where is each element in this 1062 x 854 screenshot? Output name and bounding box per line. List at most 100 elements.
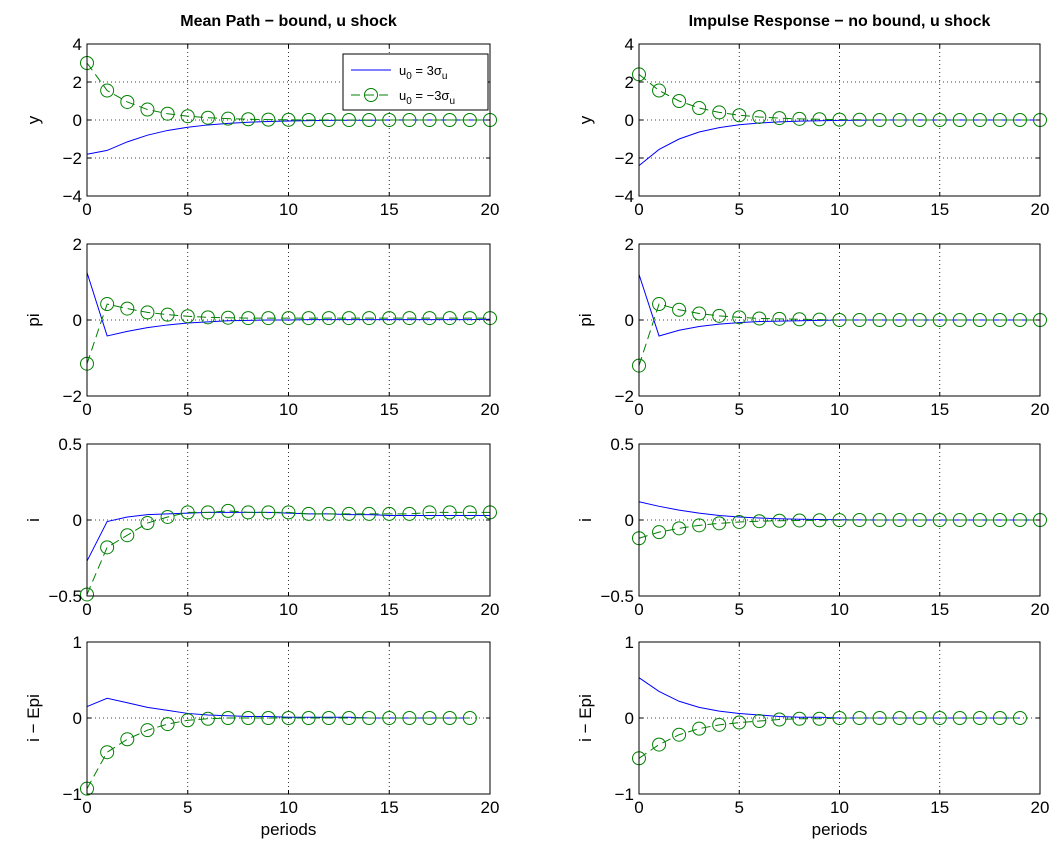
series-1-point bbox=[261, 711, 276, 725]
series-1-point bbox=[732, 715, 747, 730]
series-1-point bbox=[832, 313, 847, 327]
series-1-point bbox=[321, 113, 336, 127]
series-1-point bbox=[932, 513, 947, 527]
y-tick-label: 2 bbox=[625, 73, 634, 92]
x-tick-label: 0 bbox=[82, 400, 91, 419]
x-tick-label: 5 bbox=[735, 600, 744, 619]
x-tick-label: 15 bbox=[380, 600, 399, 619]
y-axis-label: i − Epi bbox=[24, 694, 43, 742]
series-1-point bbox=[180, 505, 195, 520]
series-1-point bbox=[912, 711, 927, 725]
y-tick-label: −4 bbox=[63, 187, 82, 206]
series-1-point bbox=[402, 113, 417, 127]
x-tick-label: 20 bbox=[1031, 798, 1050, 817]
series-1-point bbox=[772, 311, 787, 326]
chart-title: Mean Path − bound, u shock bbox=[180, 13, 397, 30]
series-1-point bbox=[672, 521, 687, 536]
series-1-point bbox=[852, 513, 867, 527]
series-1-point bbox=[872, 711, 887, 725]
series-1-point bbox=[1012, 113, 1027, 127]
series-1-point bbox=[100, 83, 115, 98]
y-tick-label: 1 bbox=[73, 633, 82, 652]
series-1-point bbox=[341, 311, 356, 326]
x-tick-label: 5 bbox=[183, 400, 192, 419]
x-tick-label: 0 bbox=[634, 600, 643, 619]
series-1-point bbox=[992, 711, 1007, 725]
series-1-point bbox=[100, 540, 115, 555]
series-1-point bbox=[140, 102, 155, 117]
y-tick-label: −1 bbox=[63, 785, 82, 804]
legend-subscript: u bbox=[449, 96, 455, 107]
series-1-point bbox=[462, 113, 477, 127]
series-1-point bbox=[422, 113, 437, 127]
series-1-point bbox=[652, 737, 667, 752]
series-1-point bbox=[402, 506, 417, 521]
legend-prefix: u bbox=[399, 63, 406, 78]
series-1-line bbox=[638, 717, 1020, 759]
series-1-point bbox=[422, 711, 437, 725]
series-1-point bbox=[992, 113, 1007, 127]
series-1-point bbox=[382, 311, 397, 326]
series-1-point bbox=[221, 503, 236, 518]
legend-mid: = −3σ bbox=[412, 88, 450, 103]
series-1-point bbox=[792, 111, 807, 126]
series-1-point bbox=[812, 112, 827, 127]
series-1-point bbox=[692, 518, 707, 533]
series-1-point bbox=[732, 108, 747, 123]
y-axis-label: y bbox=[24, 115, 43, 124]
x-tick-label: 10 bbox=[830, 400, 849, 419]
y-tick-label: −2 bbox=[63, 387, 82, 406]
x-tick-label: 15 bbox=[930, 600, 949, 619]
series-0-line bbox=[86, 511, 490, 562]
x-tick-label: 5 bbox=[183, 798, 192, 817]
series-1-point bbox=[402, 711, 417, 725]
series-1-point bbox=[362, 311, 377, 326]
series-1-point bbox=[140, 723, 155, 738]
y-tick-label: 1 bbox=[625, 633, 634, 652]
series-1-point bbox=[912, 513, 927, 527]
y-tick-label: 4 bbox=[625, 35, 634, 54]
series-1-point bbox=[952, 113, 967, 127]
series-1-point bbox=[852, 112, 867, 127]
series-1-point bbox=[221, 711, 236, 725]
y-tick-label: 2 bbox=[73, 235, 82, 254]
x-tick-label: 20 bbox=[481, 798, 500, 817]
series-1-point bbox=[932, 711, 947, 725]
series-1-point bbox=[692, 721, 707, 736]
x-tick-label: 15 bbox=[380, 200, 399, 219]
series-1-point bbox=[462, 311, 477, 326]
x-tick-label: 15 bbox=[930, 200, 949, 219]
series-1-point bbox=[672, 727, 687, 742]
series-1-point bbox=[752, 109, 767, 124]
y-tick-label: 0 bbox=[73, 511, 82, 530]
series-1-point bbox=[281, 505, 296, 520]
x-tick-label: 20 bbox=[1031, 400, 1050, 419]
series-1-point bbox=[120, 732, 135, 747]
series-1-point bbox=[812, 312, 827, 327]
series-1-point bbox=[160, 717, 175, 732]
y-tick-label: −2 bbox=[63, 149, 82, 168]
legend-marker bbox=[364, 88, 378, 102]
series-1-point bbox=[732, 310, 747, 325]
y-tick-label: −0.5 bbox=[600, 587, 634, 606]
series-0-line bbox=[86, 697, 470, 719]
series-1-point bbox=[752, 514, 767, 529]
y-tick-label: 0 bbox=[625, 311, 634, 330]
series-1-point bbox=[952, 513, 967, 527]
series-1-point bbox=[652, 525, 667, 540]
series-1-point bbox=[362, 711, 377, 725]
panel-y-right: 0 5 10 15 20 −4 −2 0 2 4 y Impulse Response − no bo… bbox=[576, 13, 1049, 219]
legend-prefix: u bbox=[399, 88, 406, 103]
series-1-point bbox=[362, 113, 377, 127]
series-1-point bbox=[972, 113, 987, 127]
series-1-line bbox=[86, 510, 490, 595]
panel-y-left: 0 5 10 15 20 −4 −2 0 2 4 y Mean Path − bound, u sho… bbox=[24, 13, 499, 219]
series-1-point bbox=[732, 514, 747, 529]
y-axis-label: i bbox=[576, 518, 595, 522]
legend-entry-label: u0 = −3σu bbox=[399, 88, 455, 107]
y-axis-label: pi bbox=[576, 313, 595, 326]
series-1-point bbox=[672, 94, 687, 108]
series-1-line bbox=[86, 717, 470, 789]
